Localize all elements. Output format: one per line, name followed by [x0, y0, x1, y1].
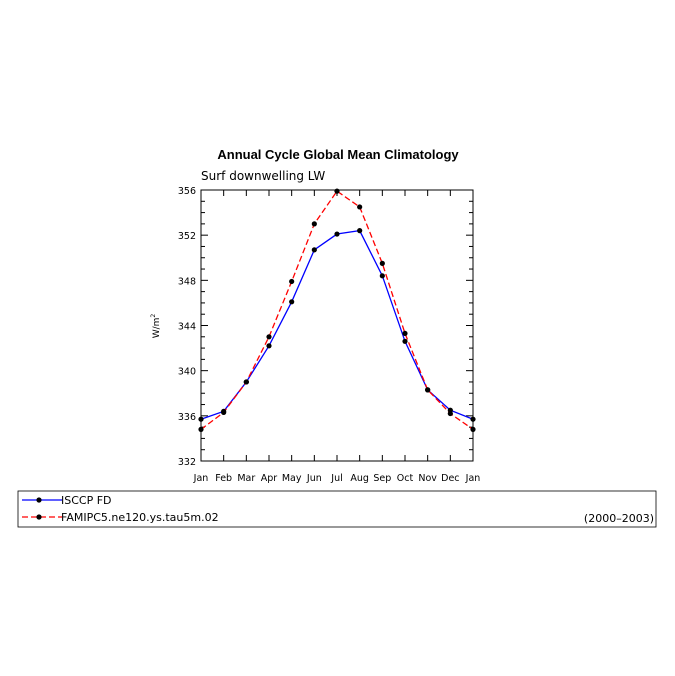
- data-point-series-2: [221, 409, 227, 416]
- y-tick-label: 332: [178, 457, 196, 468]
- series-layer: [198, 188, 476, 432]
- data-point-series-1: [379, 273, 385, 279]
- legend: ISCCP FD FAMIPC5.ne120.ys.tau5m.02: [22, 494, 219, 524]
- legend-box: [17, 490, 657, 528]
- data-point-series-2: [334, 188, 340, 194]
- x-tick-label: Dec: [441, 473, 459, 484]
- x-tick-label: Jan: [465, 473, 481, 484]
- series-line-1: [200, 229, 474, 420]
- data-point-series-2: [266, 334, 272, 340]
- x-tick-label: Aug: [350, 473, 369, 484]
- x-tick-label: Jul: [330, 473, 342, 484]
- data-point-series-1: [311, 247, 317, 253]
- data-point-series-2: [357, 204, 363, 210]
- data-point-series-2: [447, 410, 453, 417]
- plot-frame: [200, 189, 474, 462]
- data-point-series-1: [470, 416, 476, 422]
- x-tick-label: Feb: [215, 473, 232, 484]
- legend-year-range: (2000–2003): [584, 512, 654, 525]
- legend-label-2: FAMIPC5.ne120.ys.tau5m.02: [61, 511, 219, 524]
- legend-marker-1: [36, 497, 42, 503]
- legend-marker-2: [36, 514, 42, 520]
- y-tick-label: 336: [178, 412, 196, 423]
- data-point-series-2: [198, 426, 204, 432]
- x-tick-label: Apr: [261, 473, 278, 484]
- data-point-series-1: [334, 231, 340, 237]
- chart-title: Annual Cycle Global Mean Climatology: [217, 147, 459, 162]
- data-point-series-2: [425, 387, 431, 393]
- y-tick-label: 348: [178, 276, 196, 287]
- x-tick-label: Jun: [306, 473, 322, 484]
- x-tick-label: Nov: [418, 473, 437, 484]
- x-tick-label: Sep: [373, 473, 391, 484]
- data-point-series-1: [289, 299, 295, 305]
- axis-ticks: Jan Feb Mar Apr May Jun Jul Aug Sep Oct Nov Dec Jan 3…: [178, 186, 480, 484]
- x-tick-label: Jan: [193, 473, 209, 484]
- data-point-series-2: [402, 330, 408, 337]
- data-point-series-2: [311, 221, 317, 227]
- y-tick-label: 344: [178, 322, 196, 333]
- data-point-series-2: [470, 426, 476, 432]
- y-axis-label: W/m2: [150, 314, 162, 339]
- legend-label-1: ISCCP FD: [61, 494, 112, 507]
- y-axis-label-superscript: 2: [150, 314, 157, 318]
- data-point-series-1: [266, 343, 272, 349]
- data-point-series-2: [243, 379, 249, 385]
- y-tick-label: 352: [178, 231, 196, 242]
- data-point-series-1: [402, 338, 408, 344]
- y-tick-label: 356: [178, 186, 196, 197]
- data-point-series-2: [289, 278, 295, 285]
- x-tick-label: Oct: [397, 473, 414, 484]
- chart-subtitle: Surf downwelling LW: [201, 169, 325, 183]
- data-point-series-1: [357, 228, 363, 234]
- y-axis-label-text: W/m: [152, 318, 162, 339]
- data-point-series-2: [379, 260, 385, 266]
- x-tick-label: May: [282, 473, 302, 484]
- y-tick-label: 340: [178, 367, 196, 378]
- x-tick-label: Mar: [237, 473, 255, 484]
- data-point-series-1: [198, 416, 204, 422]
